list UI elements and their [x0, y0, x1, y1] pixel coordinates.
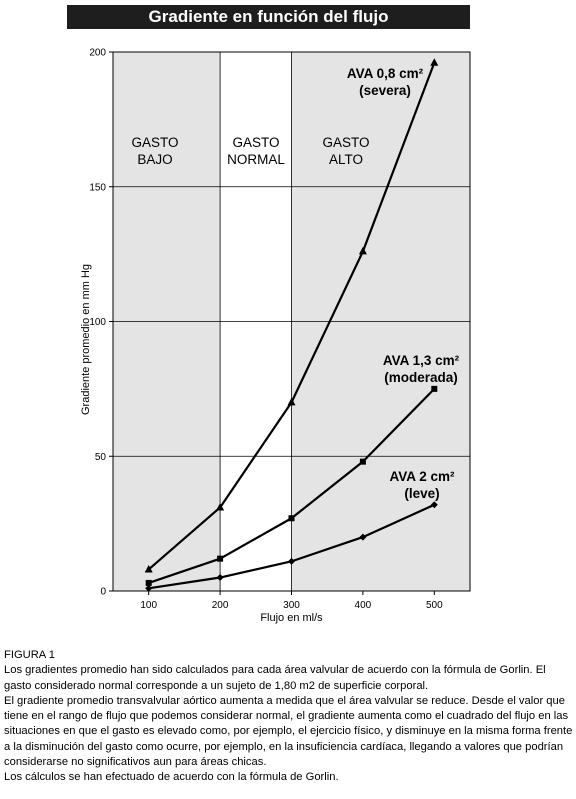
- series-0-point-1: [216, 502, 225, 511]
- caption-paragraph-1: Los gradientes promedio han sido calcula…: [4, 664, 546, 692]
- series-1-point-4: [431, 385, 438, 392]
- x-tick-label-1: 200: [212, 600, 229, 611]
- x-tick-label-4: 500: [426, 600, 443, 611]
- caption-heading: FIGURA 1: [4, 649, 55, 661]
- y-tick-label-4: 200: [89, 48, 106, 59]
- x-axis-label: Flujo en ml/s: [260, 612, 323, 624]
- series-0-point-2: [287, 397, 296, 406]
- x-tick-label-2: 300: [283, 600, 300, 611]
- series-0-point-3: [358, 246, 367, 255]
- y-axis-label: Gradiente promedio en mm Hg: [80, 264, 92, 415]
- labels-layer: GASTO BAJO GASTO NORMAL GASTO ALTO AVA 0,8 cm²…: [131, 66, 459, 501]
- series-1-point-2: [288, 515, 295, 522]
- series-1-point-1: [217, 555, 224, 562]
- series-label-0: AVA 0,8 cm² (severa): [347, 66, 424, 98]
- series-2-point-2: [288, 557, 295, 565]
- y-tick-label-1: 50: [95, 452, 107, 463]
- series-2-point-1: [216, 574, 224, 582]
- x-tick-label-0: 100: [140, 600, 157, 611]
- series-label-2: AVA 2 cm² (leve): [389, 469, 455, 501]
- y-tick-label-0: 0: [100, 587, 106, 598]
- caption-paragraph-3: Los cálculos se han efectuado de acuerdo…: [4, 771, 339, 784]
- series-2-point-0: [145, 584, 153, 592]
- axis-layer: 0 50 100 150 200 100 200 300 400 500 Flujo en ml/s…: [80, 48, 443, 625]
- figure-caption: FIGURA 1 Los gradientes promedio han sid…: [4, 648, 574, 786]
- chart-title: Gradiente en función del flujo: [67, 5, 470, 29]
- series-1-point-0: [145, 579, 152, 586]
- x-tick-label-3: 400: [355, 600, 372, 611]
- series-1-point-3: [359, 458, 366, 465]
- y-tick-label-2: 100: [89, 317, 106, 328]
- series-0-point-4: [430, 58, 439, 66]
- series-0-point-0: [144, 564, 153, 573]
- region-label-0: GASTO BAJO: [131, 135, 178, 167]
- series-label-1: AVA 1,3 cm² (moderada): [383, 353, 460, 385]
- chart: 0 50 100 150 200 100 200 300 400 500 Flujo en ml/s…: [80, 48, 471, 625]
- region-label-2: GASTO ALTO: [322, 135, 369, 167]
- series-2-point-4: [430, 501, 438, 509]
- series-layer: [144, 58, 439, 592]
- y-tick-label-3: 150: [89, 182, 106, 193]
- region-label-1: GASTO NORMAL: [227, 135, 285, 167]
- caption-paragraph-2: El gradiente promedio transvalvular aórt…: [4, 694, 573, 769]
- series-2-point-3: [359, 533, 367, 541]
